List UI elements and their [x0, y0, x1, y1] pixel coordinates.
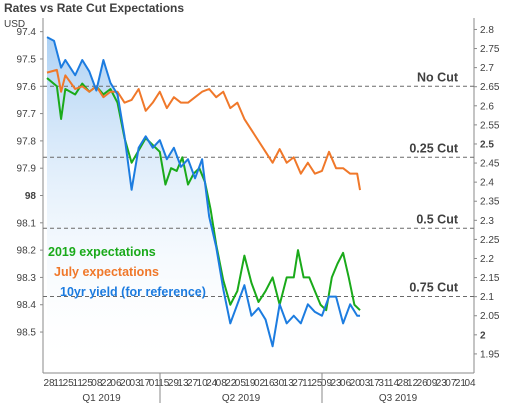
yield-area-fill [47, 37, 361, 373]
right-tick-label: 2.1 [480, 292, 494, 303]
x-tick-label: 08 [91, 378, 103, 389]
x-tick-label: 02 [254, 378, 266, 389]
x-tick-label: 15 [158, 378, 170, 389]
left-tick-label: 98 [25, 191, 37, 202]
x-tick-label: 05 [235, 378, 247, 389]
x-tick-label: 09 [426, 378, 438, 389]
x-tick-label: 30 [273, 378, 285, 389]
reference-line-label: No Cut [417, 70, 459, 84]
x-tick-label: 12 [407, 378, 419, 389]
x-tick-label: 24 [206, 378, 218, 389]
x-tick-label: 20 [350, 378, 362, 389]
legend-label-1: July expectations [54, 265, 159, 279]
left-tick-label: 98.3 [17, 273, 37, 284]
reference-line-label: 0.25 Cut [409, 141, 458, 155]
right-tick-label: 2.65 [480, 82, 500, 93]
left-axis-label: USD [4, 19, 25, 30]
right-tick-label: 2.4 [480, 178, 494, 189]
x-tick-label: 26 [417, 378, 429, 389]
x-tick-label: 09 [321, 378, 333, 389]
x-tick-label: 03 [359, 378, 371, 389]
x-tick-label: 13 [177, 378, 189, 389]
left-tick-label: 98.5 [17, 328, 37, 339]
x-tick-label: 25 [82, 378, 94, 389]
x-tick-label: 11 [53, 378, 64, 389]
reference-line-label: 0.75 Cut [409, 281, 458, 295]
quarter-label: Q1 2019 [82, 393, 121, 404]
x-tick-label: 13 [283, 378, 295, 389]
x-tick-label: 28 [43, 378, 55, 389]
series-line-0 [46, 77, 361, 312]
x-tick-label: 06 [340, 378, 352, 389]
left-tick-label: 98.4 [17, 300, 37, 311]
x-tick-label: 07 [445, 378, 457, 389]
left-tick-label: 98.2 [17, 246, 37, 257]
x-tick-label: 11 [73, 378, 84, 389]
x-tick-label: 17 [139, 378, 151, 389]
right-tick-label: 2.3 [480, 216, 494, 227]
right-tick-label: 2.7 [480, 63, 494, 74]
x-tick-label: 31 [378, 378, 390, 389]
right-tick-label: 2.35 [480, 197, 500, 208]
right-tick-label: 2.6 [480, 101, 494, 112]
quarter-label: Q2 2019 [222, 393, 261, 404]
left-tick-label: 98.1 [17, 218, 37, 229]
right-tick-label: 2.8 [480, 25, 494, 36]
x-tick-label: 14 [388, 378, 400, 389]
x-tick-label: 23 [436, 378, 448, 389]
right-tick-label: 2.15 [480, 273, 500, 284]
x-tick-label: 25 [63, 378, 75, 389]
x-tick-label: 27 [292, 378, 304, 389]
legend-label-2: 10yr yield (for reference) [60, 285, 206, 299]
right-tick-label: 2.5 [480, 139, 494, 150]
x-tick-label: 29 [168, 378, 180, 389]
x-tick-label: 04 [464, 378, 476, 389]
x-tick-label: 22 [101, 378, 113, 389]
right-tick-label: 2.25 [480, 235, 500, 246]
x-tick-label: 06 [110, 378, 122, 389]
series-line-1 [46, 68, 362, 191]
x-tick-label: 22 [225, 378, 237, 389]
right-tick-label: 1.95 [480, 349, 500, 360]
left-tick-label: 97.8 [17, 136, 37, 147]
x-tick-label: 08 [216, 378, 228, 389]
reference-line-label: 0.5 Cut [416, 212, 459, 226]
x-tick-label: 01 [149, 378, 161, 389]
right-tick-label: 2.75 [480, 44, 500, 55]
right-tick-label: 2.05 [480, 311, 500, 322]
left-tick-label: 97.7 [17, 109, 37, 120]
x-tick-label: 20 [120, 378, 132, 389]
left-tick-label: 97.4 [17, 27, 37, 38]
x-tick-label: 19 [244, 378, 256, 389]
legend-label-0: 2019 expectations [48, 245, 156, 259]
right-tick-label: 2.45 [480, 159, 500, 170]
x-tick-label: 27 [187, 378, 199, 389]
chart-title: Rates vs Rate Cut Expectations [4, 1, 185, 15]
left-tick-label: 97.9 [17, 164, 37, 175]
x-tick-label: 17 [369, 378, 381, 389]
x-tick-label: 10 [197, 378, 209, 389]
x-tick-label: 03 [130, 378, 142, 389]
right-tick-label: 2.2 [480, 254, 494, 265]
x-tick-label: 11 [302, 378, 313, 389]
left-tick-label: 97.5 [17, 54, 37, 65]
right-tick-label: 2 [480, 330, 486, 341]
left-tick-label: 97.6 [17, 82, 37, 93]
quarter-label: Q3 2019 [379, 393, 418, 404]
right-tick-label: 2.55 [480, 120, 500, 131]
series-line-2 [46, 36, 361, 348]
x-tick-label: 21 [455, 378, 467, 389]
x-tick-label: 28 [397, 378, 409, 389]
x-tick-label: 16 [264, 378, 276, 389]
x-tick-label: 23 [330, 378, 342, 389]
x-tick-label: 25 [311, 378, 323, 389]
